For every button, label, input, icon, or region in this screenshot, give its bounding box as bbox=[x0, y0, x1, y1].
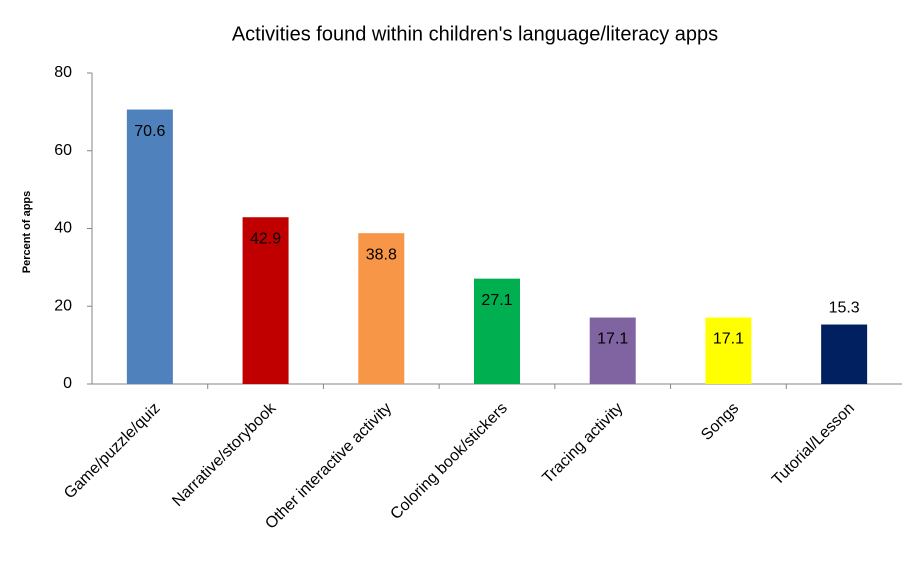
bar bbox=[589, 317, 636, 384]
bar bbox=[821, 324, 868, 384]
y-tick-label: 20 bbox=[54, 297, 72, 314]
data-label: 17.1 bbox=[713, 331, 744, 348]
bar bbox=[242, 217, 289, 384]
bar bbox=[126, 109, 173, 384]
data-label: 27.1 bbox=[481, 292, 512, 309]
data-label: 70.6 bbox=[134, 123, 165, 140]
chart-title: Activities found within children's langu… bbox=[232, 23, 718, 45]
data-label: 38.8 bbox=[366, 246, 397, 263]
y-axis-label: Percent of apps bbox=[21, 191, 33, 274]
y-tick-label: 0 bbox=[63, 375, 72, 392]
y-tick-label: 80 bbox=[54, 64, 72, 81]
y-tick-label: 60 bbox=[54, 142, 72, 159]
bar bbox=[474, 278, 520, 384]
data-label: 17.1 bbox=[597, 331, 628, 348]
data-label: 15.3 bbox=[829, 300, 860, 317]
bar bbox=[358, 233, 405, 384]
bar bbox=[705, 317, 752, 384]
data-label: 42.9 bbox=[250, 230, 281, 247]
y-tick-label: 40 bbox=[54, 220, 72, 237]
